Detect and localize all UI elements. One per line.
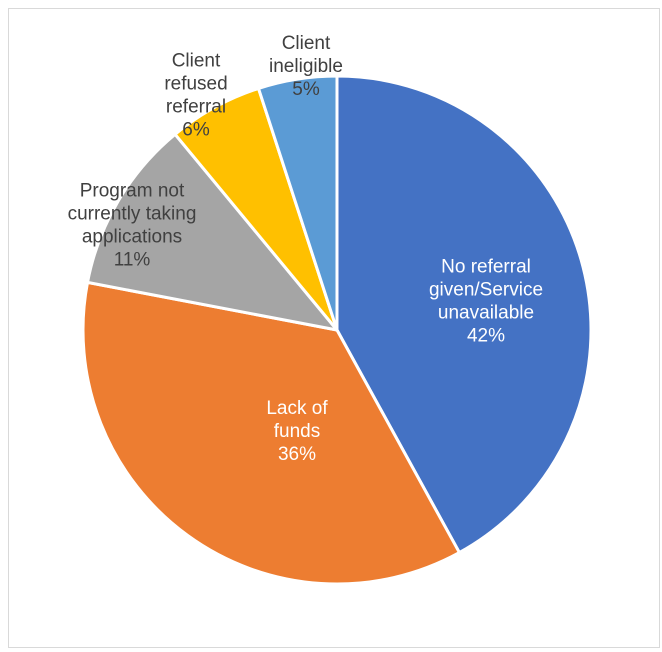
- pie-category-label: currently taking: [68, 204, 197, 225]
- pie-percent-label: 42%: [467, 326, 505, 347]
- pie-percent-label: 11%: [114, 250, 151, 271]
- pie-data-label: Client ineligible 5%: [269, 33, 343, 100]
- pie-category-label: refused: [164, 74, 227, 95]
- pie-data-label: Lack of funds 36%: [266, 398, 328, 465]
- pie-category-label: unavailable: [438, 303, 534, 324]
- pie-slices: [81, 74, 593, 586]
- pie-category-label: Client: [282, 33, 331, 54]
- pie-percent-label: 5%: [292, 79, 320, 100]
- pie-percent-label: 6%: [182, 120, 210, 141]
- pie-data-label: No referral given/Service unavailable 42%: [429, 257, 543, 347]
- pie-category-label: Program not: [80, 181, 185, 202]
- pie-category-label: Client: [172, 51, 221, 72]
- pie-slice: [86, 132, 339, 332]
- pie-category-label: applications: [82, 227, 182, 248]
- pie-category-label: No referral: [441, 257, 531, 278]
- pie-data-label: Client refused referral 6%: [164, 51, 227, 141]
- pie-category-label: referral: [166, 97, 226, 118]
- pie-slice: [257, 74, 339, 332]
- pie-data-label: Program not currently taking applications 1…: [68, 181, 197, 271]
- pie-percent-label: 36%: [278, 444, 316, 465]
- pie-category-label: given/Service: [429, 280, 543, 301]
- pie-slice: [81, 280, 461, 586]
- pie-slice: [335, 74, 593, 555]
- pie-category-label: funds: [274, 421, 320, 442]
- pie-category-label: ineligible: [269, 56, 343, 77]
- pie-category-label: Lack of: [266, 398, 328, 419]
- pie-data-labels: No referral given/Service unavailable 42% La…: [68, 33, 543, 465]
